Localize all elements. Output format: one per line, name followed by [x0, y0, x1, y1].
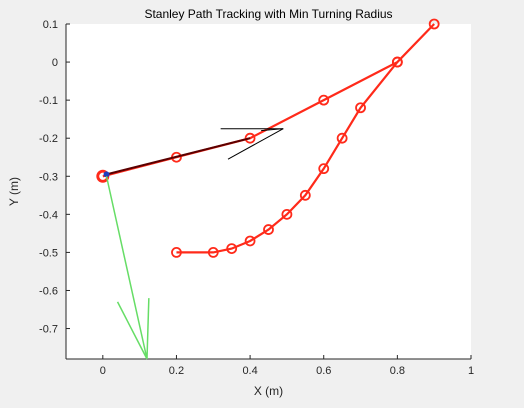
y-tick-label: -0.6 — [39, 285, 58, 297]
x-tick-label: 0.2 — [169, 365, 184, 377]
x-tick-label: 0.4 — [242, 365, 257, 377]
x-axis-label: X (m) — [254, 384, 283, 398]
traveled-path-line — [106, 137, 251, 176]
y-tick-label: 0 — [52, 57, 58, 69]
reference-path-point — [171, 247, 182, 258]
y-tick-label: -0.3 — [39, 171, 58, 183]
x-tick-label: 0.8 — [390, 365, 405, 377]
reference-path-point — [391, 56, 403, 68]
reference-path-point — [244, 235, 256, 247]
y-tick-label: -0.5 — [39, 247, 58, 259]
reference-path-point — [336, 132, 348, 144]
reference-path-line — [102, 23, 435, 254]
y-tick-label: 0.1 — [43, 19, 58, 31]
y-tick-label: -0.7 — [39, 324, 58, 336]
plot-marks — [96, 18, 440, 360]
reference-path-point — [207, 247, 219, 258]
heading-arrow-barb — [261, 128, 284, 132]
tick-marks: 0 0.2 0.4 0.6 0.8 1 0.1 0 -0.1 -0.2 -0.3 -0.4 -0.5 -0… — [39, 19, 474, 377]
reference-path-point — [263, 224, 274, 235]
reference-path-point — [299, 189, 311, 201]
y-axis-label: Y (m) — [7, 177, 21, 206]
reference-path-point — [318, 163, 330, 175]
axes-background — [66, 24, 471, 359]
y-tick-label: -0.4 — [39, 209, 58, 221]
robot-position — [103, 171, 110, 178]
steering-arrow-barb — [116, 301, 148, 360]
reference-path-point — [318, 94, 330, 106]
axes-frame — [65, 24, 471, 360]
reference-path-point — [226, 243, 238, 255]
y-tick-label: -0.1 — [39, 95, 58, 107]
reference-path-point — [281, 208, 293, 220]
y-tick-label: -0.2 — [39, 133, 58, 145]
steering-arrow-barb — [146, 298, 150, 360]
reference-path-point — [428, 18, 440, 30]
steering-arrow-shaft — [105, 176, 148, 360]
heading-arrow-barb — [227, 128, 284, 160]
reference-path-point — [244, 132, 256, 144]
x-tick-label: 0 — [100, 365, 106, 377]
x-tick-label: 1 — [468, 365, 474, 377]
x-tick-label: 0.6 — [316, 365, 331, 377]
chart-title: Stanley Path Tracking with Min Turning R… — [144, 7, 392, 21]
reference-path-point — [355, 102, 366, 114]
